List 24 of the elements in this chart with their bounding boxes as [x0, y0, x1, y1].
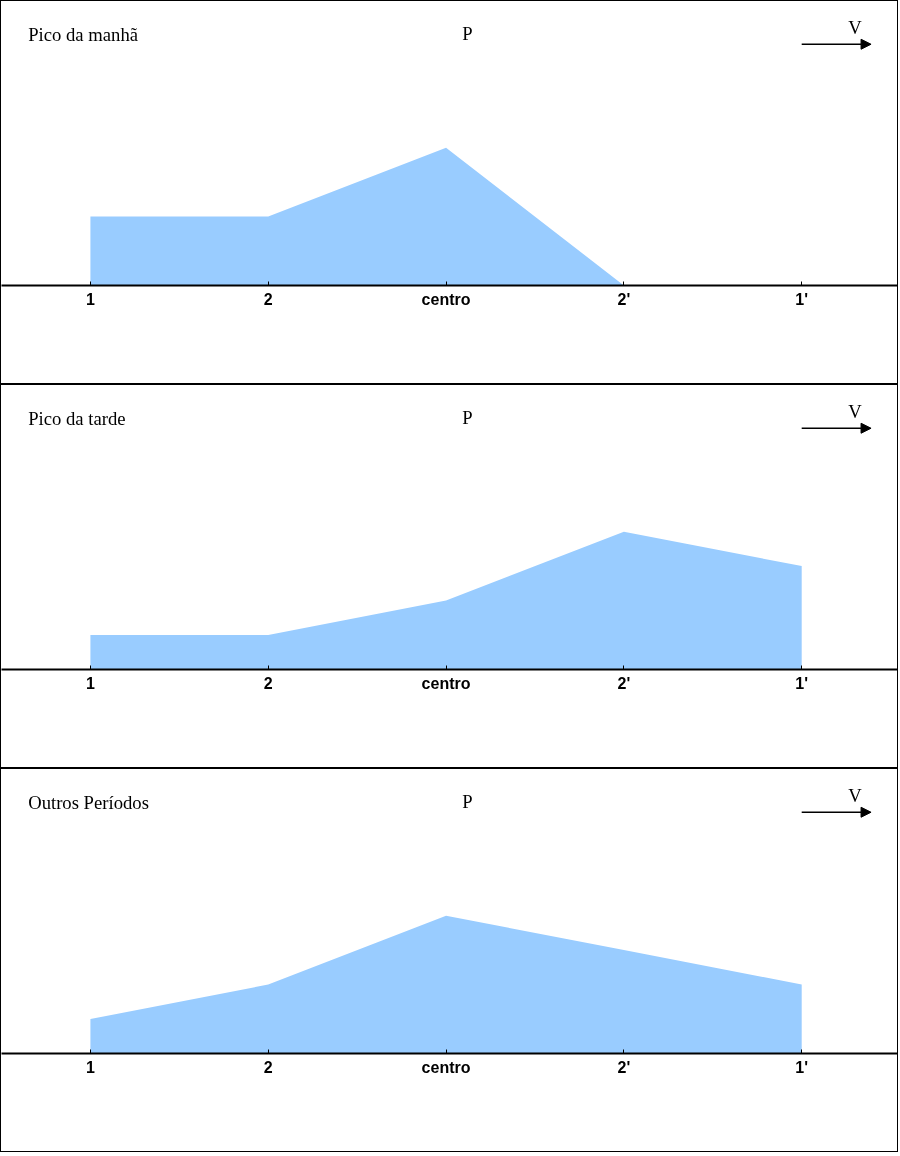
- x-tick-label: 1: [85, 1058, 95, 1076]
- text: V: [848, 401, 863, 423]
- x-tick-label: 1: [85, 674, 95, 692]
- x-tick-label: 1': [795, 674, 809, 692]
- text: P: [462, 406, 473, 428]
- text: V: [848, 785, 863, 807]
- x-tick-label: 1: [85, 290, 95, 308]
- text: P: [462, 790, 473, 812]
- x-tick-label: 2: [263, 290, 273, 308]
- x-tick-label: 1': [795, 290, 809, 308]
- x-tick-label: centro: [421, 674, 471, 692]
- x-tick-label: centro: [421, 290, 471, 308]
- x-tick-label: 2': [617, 290, 631, 308]
- chart-title: Pico da manhã: [28, 24, 139, 46]
- text: P: [462, 22, 473, 44]
- x-tick-label: centro: [421, 1058, 471, 1076]
- x-tick-label: 2': [617, 674, 631, 692]
- x-tick-label: 1': [795, 1058, 809, 1076]
- x-tick-label: 2: [263, 1058, 273, 1076]
- chart-title: Outros Períodos: [28, 792, 149, 814]
- x-tick-label: 2: [263, 674, 273, 692]
- chart-title: Pico da tarde: [28, 408, 126, 430]
- text: V: [848, 17, 863, 39]
- x-tick-label: 2': [617, 1058, 631, 1076]
